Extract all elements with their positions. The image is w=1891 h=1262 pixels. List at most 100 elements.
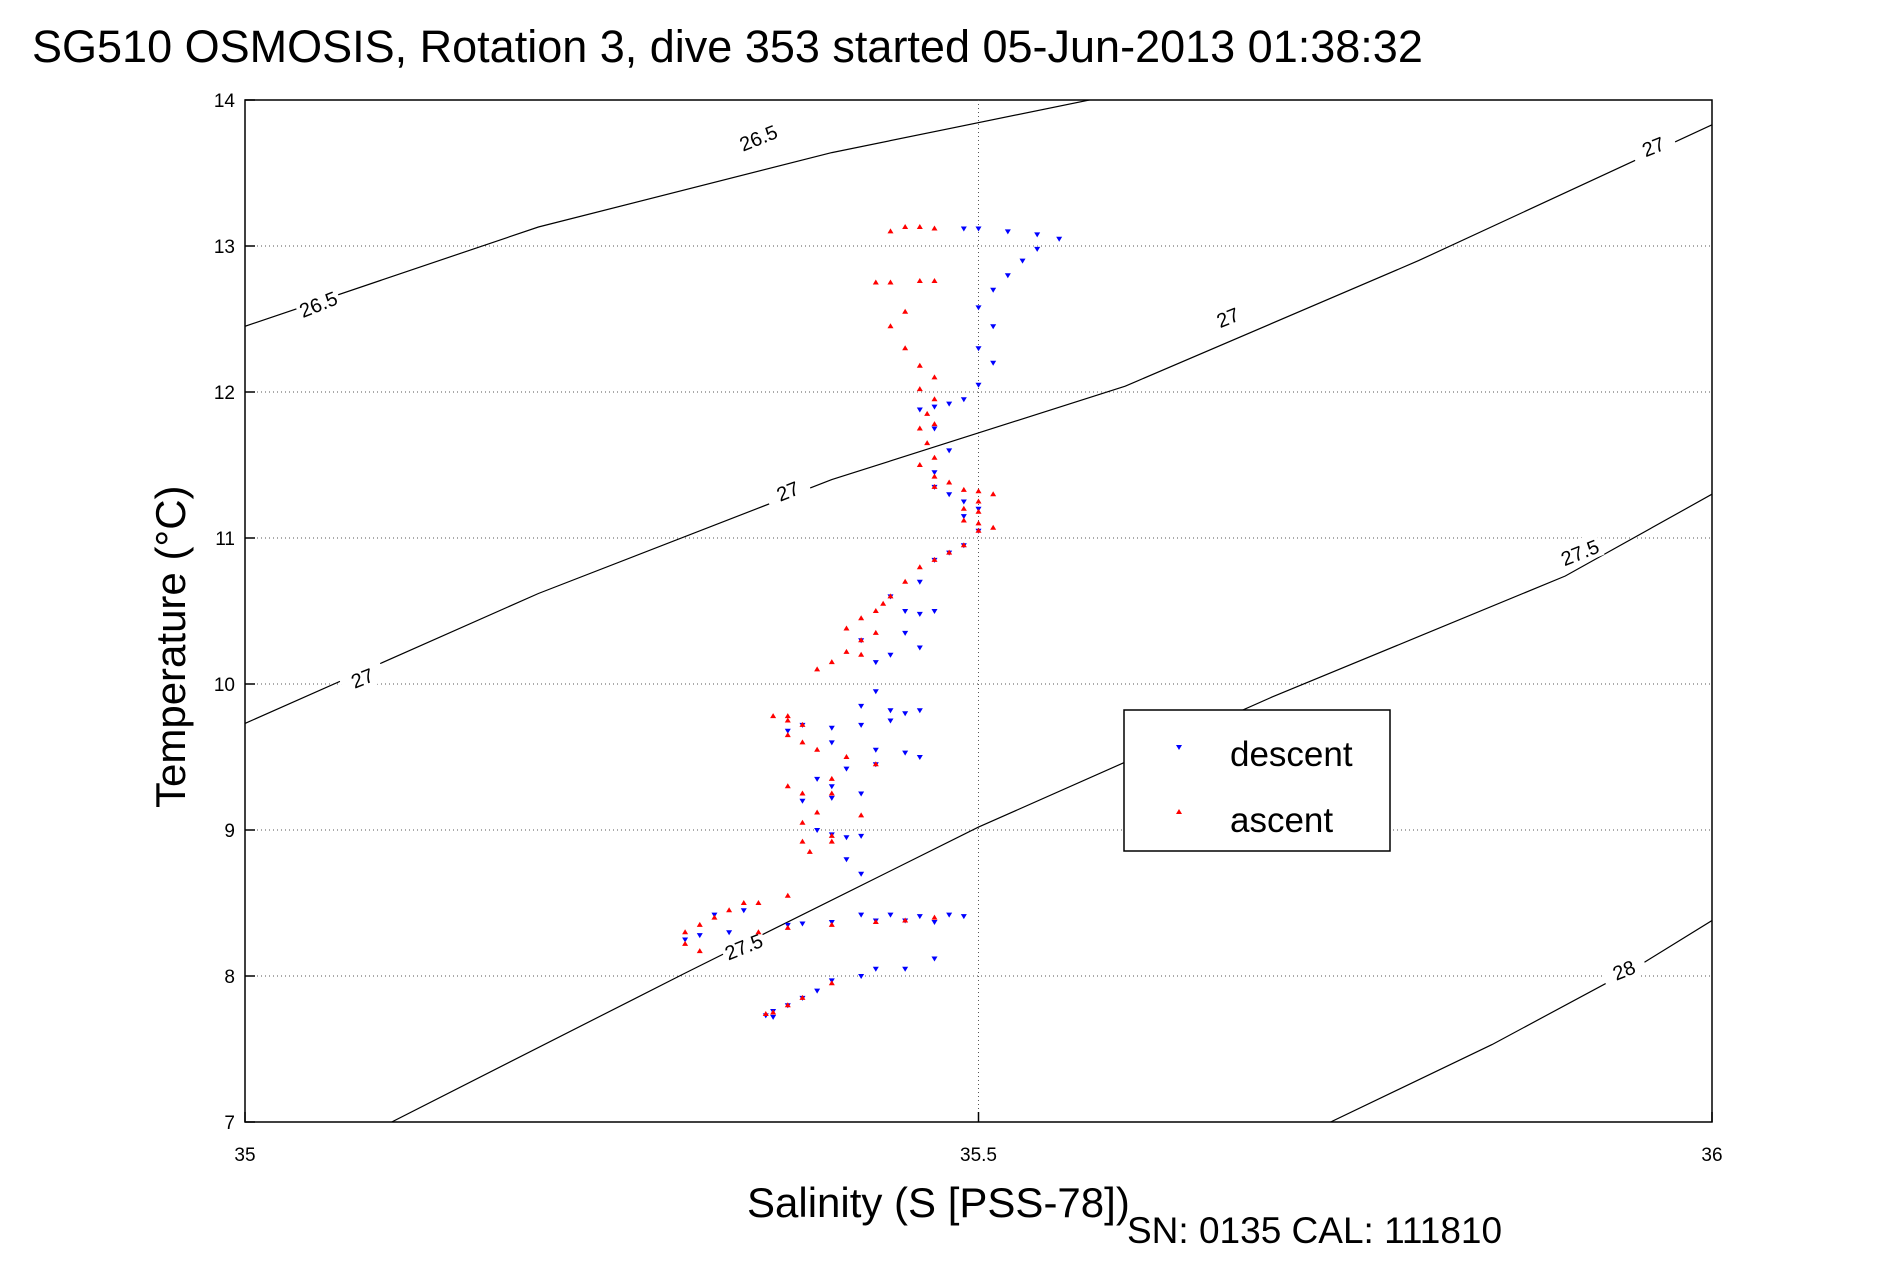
ascent-point <box>887 593 894 599</box>
ascent-point <box>784 717 791 723</box>
ascent-point <box>828 921 835 927</box>
y-tick-label: 11 <box>215 529 235 550</box>
descent-point <box>872 747 879 753</box>
legend-ascent-label: ascent <box>1230 801 1333 840</box>
x-tick-label: 35 <box>234 1145 255 1166</box>
ascent-point <box>740 900 747 905</box>
ascent-point <box>799 838 806 844</box>
ascent-point <box>799 721 806 727</box>
descent-point <box>1004 229 1011 235</box>
descent-point <box>1034 232 1041 238</box>
contour-label-background <box>337 657 387 697</box>
ascent-point <box>916 224 923 230</box>
ascent-point <box>843 648 850 654</box>
ascent-point <box>931 421 938 427</box>
descent-point <box>858 974 865 979</box>
legend-frame <box>1123 709 1391 852</box>
descent-point <box>828 795 835 801</box>
ascent-point <box>931 914 938 920</box>
ascent-point <box>858 637 865 643</box>
ascent-point <box>931 483 938 489</box>
ascent-point <box>828 775 835 781</box>
y-tick-label: 12 <box>214 383 235 404</box>
descent-point <box>975 346 982 352</box>
ascent-point <box>872 608 879 613</box>
descent-point <box>770 1014 777 1020</box>
descent-point <box>858 912 865 918</box>
descent-point <box>946 492 953 498</box>
descent-point <box>960 914 967 920</box>
y-tick-label: 7 <box>224 1113 235 1134</box>
y-tick-label: 10 <box>214 675 235 696</box>
ascent-point <box>799 994 806 1000</box>
ascent-point <box>916 462 923 467</box>
ascent-point <box>872 761 879 767</box>
ascent-point <box>916 386 923 392</box>
legend: descent ascent <box>1123 709 1391 852</box>
ascent-point <box>902 224 909 230</box>
descent-point <box>696 933 703 939</box>
ascent-point <box>931 454 938 460</box>
ascent-point <box>975 527 982 533</box>
descent-point <box>740 908 747 914</box>
tick-layer: 35 35.5 36 7 8 9 10 11 12 13 14 <box>214 91 1723 1166</box>
density-contour-line <box>1330 919 1712 1122</box>
descent-point <box>858 871 865 877</box>
ascent-point <box>770 1009 777 1015</box>
ascent-point <box>799 819 806 825</box>
descent-point <box>887 652 894 658</box>
ascent-point <box>784 783 791 789</box>
contour-label-background <box>1202 297 1253 336</box>
ascent-point <box>858 615 865 621</box>
ascent-point <box>960 486 967 492</box>
ascent-point <box>887 279 894 285</box>
descent-point <box>814 828 821 833</box>
descent-point <box>1034 246 1041 252</box>
ascent-point <box>946 549 953 555</box>
descent-point <box>916 708 923 714</box>
descent-point <box>975 382 982 388</box>
ascent-point <box>858 812 865 818</box>
descent-point <box>975 305 982 311</box>
descent-point <box>931 956 938 962</box>
ascent-point <box>682 940 689 946</box>
ascent-point <box>711 914 718 920</box>
ascent-point <box>975 498 982 504</box>
density-contour-line <box>245 100 1093 327</box>
descent-point <box>960 514 967 520</box>
descent-point <box>931 609 938 614</box>
descent-point <box>931 426 938 432</box>
descent-point <box>872 966 879 972</box>
y-tick-label: 14 <box>214 91 236 112</box>
descent-point <box>814 776 821 782</box>
ascent-point <box>960 517 967 523</box>
ascent-point <box>975 520 982 526</box>
descent-point <box>916 645 923 651</box>
ascent-point <box>924 440 931 446</box>
legend-ascent-marker <box>1176 809 1182 814</box>
contour-label-background <box>718 926 769 966</box>
descent-point <box>931 404 938 410</box>
ascent-point <box>828 838 835 844</box>
ascent-point <box>902 917 909 923</box>
descent-point <box>858 703 865 709</box>
ascent-point <box>990 524 997 530</box>
contour-label-background <box>733 117 783 157</box>
ascent-point <box>762 1010 769 1016</box>
y-axis-title: Temperature (°C) <box>147 485 194 808</box>
descent-point <box>916 755 923 760</box>
ascent-point <box>858 651 865 657</box>
ascent-point <box>902 578 909 584</box>
ascent-point <box>828 790 835 796</box>
descent-point <box>843 857 850 863</box>
ascent-point <box>696 921 703 927</box>
contour-label-background <box>293 284 343 323</box>
legend-descent-label: descent <box>1230 735 1353 774</box>
ascent-point <box>887 228 894 234</box>
descent-point <box>726 930 733 936</box>
descent-point <box>916 611 923 617</box>
descent-point <box>902 750 909 756</box>
descent-point <box>814 988 821 994</box>
